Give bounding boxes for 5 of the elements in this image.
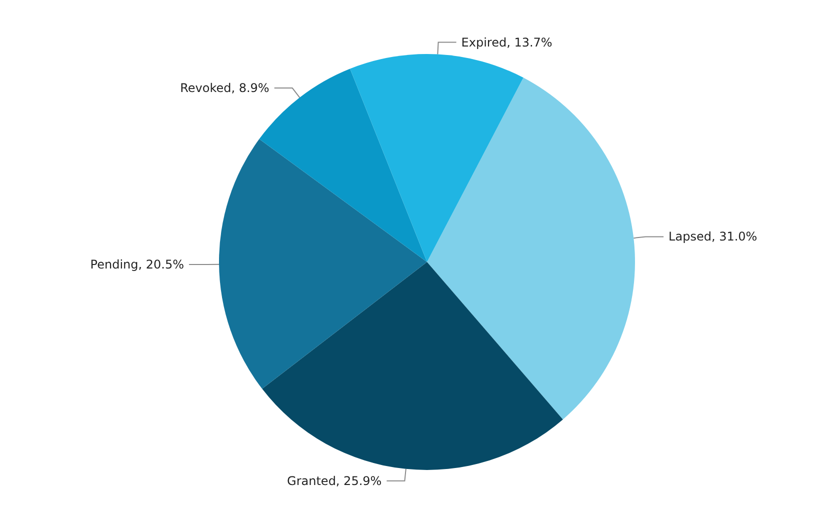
slice-label: Lapsed, 31.0% [668, 230, 758, 244]
slice-label: Revoked, 8.9% [180, 81, 270, 96]
slice-label: Granted, 25.9% [287, 474, 382, 488]
slice-label: Expired, 13.7% [461, 35, 552, 50]
slice-label: Pending, 20.5% [90, 258, 184, 272]
